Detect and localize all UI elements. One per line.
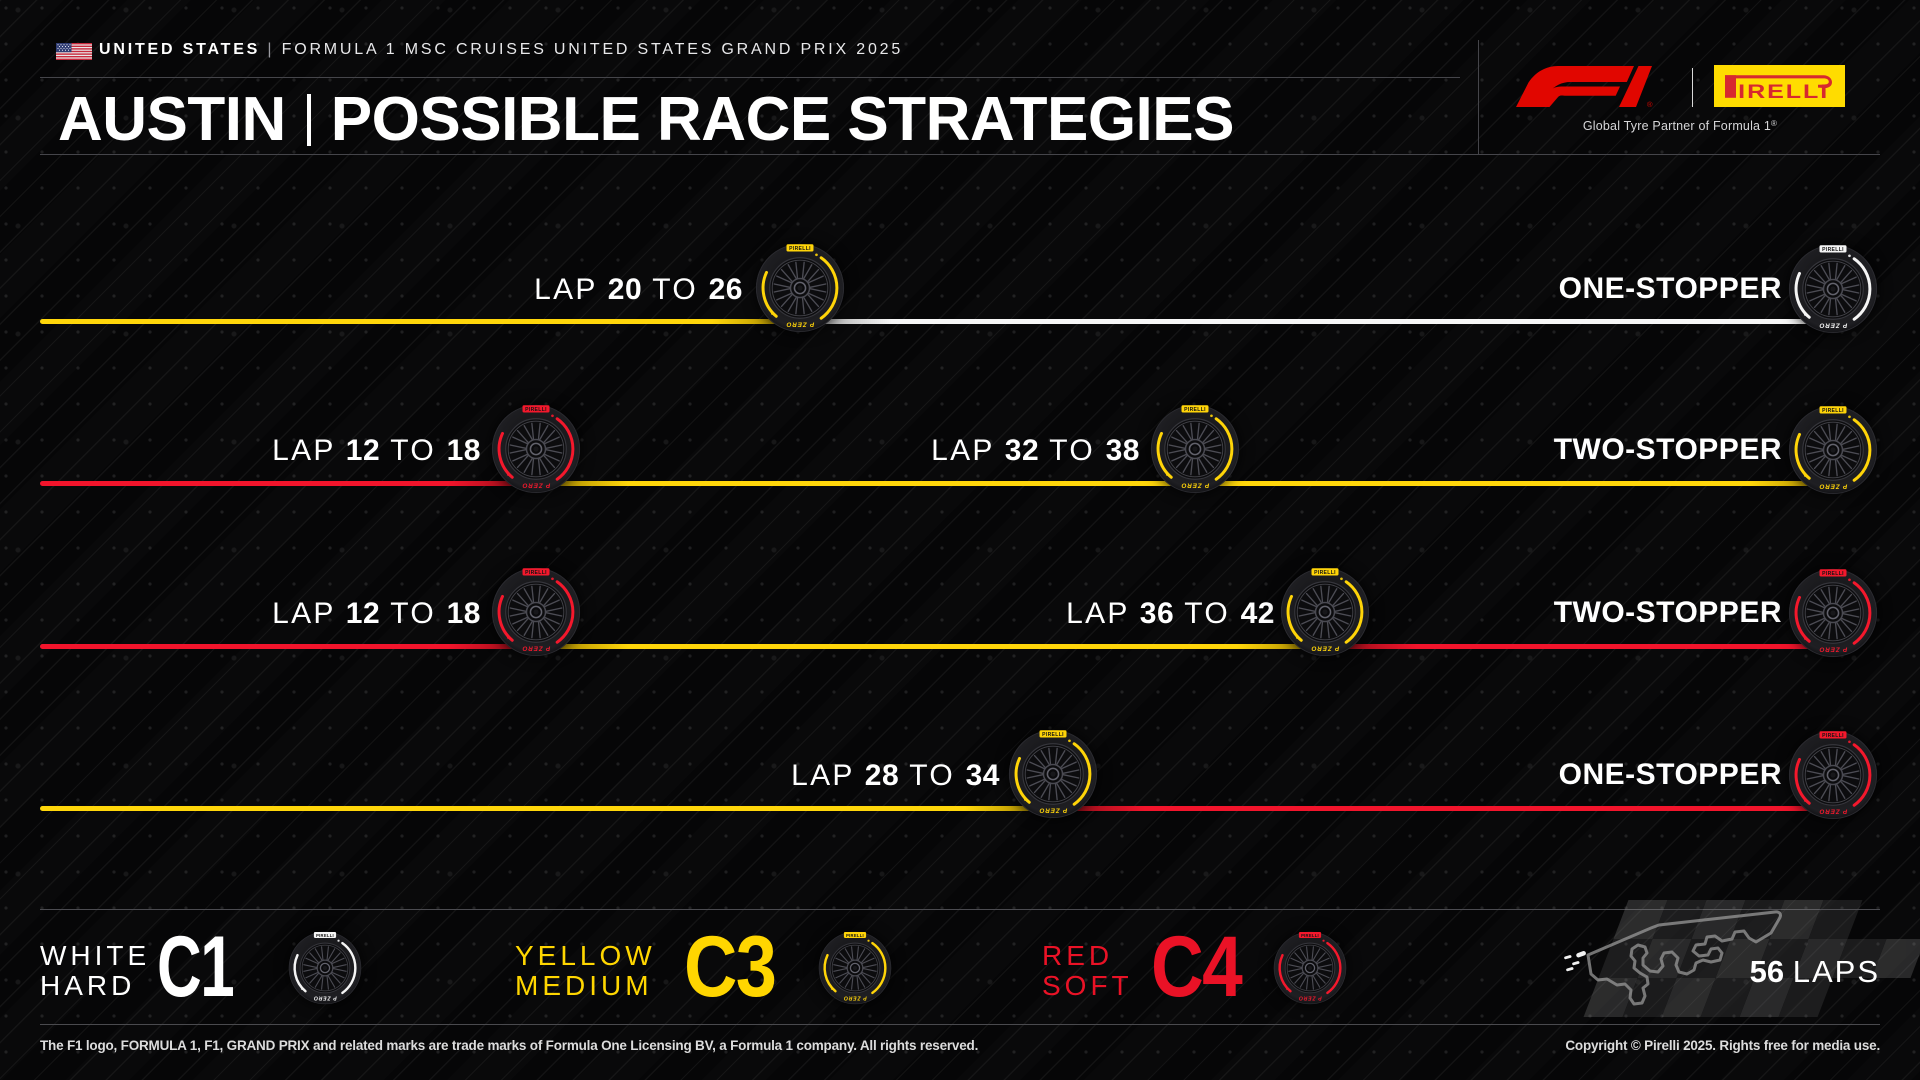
svg-text:®: ®	[1647, 100, 1653, 107]
svg-text:IRELLI: IRELLI	[1738, 81, 1829, 103]
